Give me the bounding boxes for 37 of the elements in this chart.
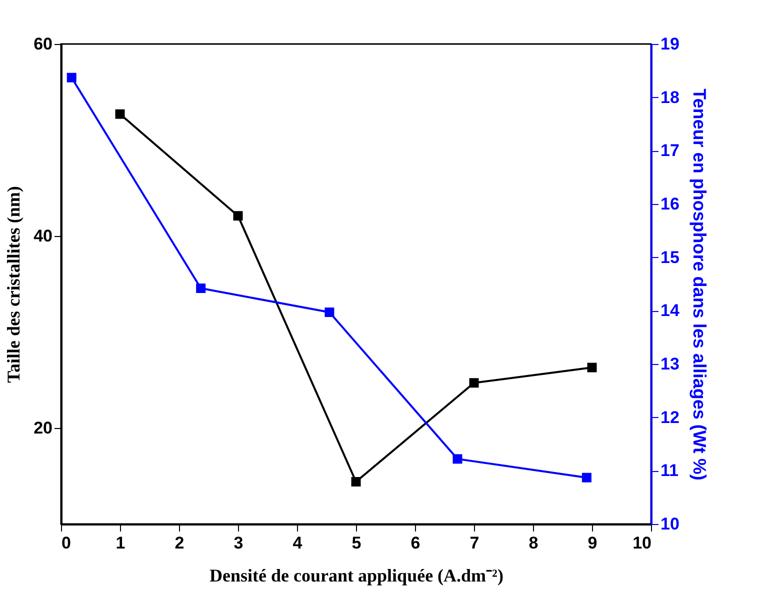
y2-tick-label: 17 [660,141,680,160]
x-tick-label: 9 [588,534,598,552]
point [452,454,462,464]
x-axis-title: Densité de courant appliquée (A.dm⁻²) [210,566,504,586]
y2-tick-label: 18 [660,88,680,107]
point [469,378,479,388]
x-tick-label: 7 [470,534,480,552]
point [66,72,76,82]
x-tick-label: 8 [528,534,538,552]
x-tick-label: 4 [292,534,303,552]
y-tick-label: 40 [34,226,52,246]
x-tick-label: 0 [62,534,71,552]
point [582,472,592,482]
y2-tick-label: 14 [660,301,680,320]
y2-axis-title: Teneur en phosphore dans les alliages (Wt %) [689,88,710,480]
y2-tick-label: 19 [660,34,680,54]
y2-tick-label: 13 [660,354,680,374]
y2-tick-label: 10 [660,514,680,534]
point [115,109,125,119]
y2-tick-label: 11 [660,461,678,480]
y2-tick-label: 12 [660,408,680,427]
y2-tick-label: 15 [660,248,680,267]
x-tick-label: 6 [410,534,420,552]
x-tick-label: 5 [352,534,362,552]
point [351,477,361,487]
x-tick-label: 10 [632,534,652,552]
y-tick-label: 60 [34,34,52,54]
y2-tick-label: 16 [660,194,680,214]
point [324,308,334,318]
point [233,211,243,221]
y-axis-title: Taille des cristallites (nm) [4,186,24,383]
point [196,284,206,294]
point [587,362,597,372]
x-tick-label: 2 [174,534,184,552]
x-tick-label: 3 [234,534,244,552]
x-tick-label: 1 [116,534,126,552]
y-tick-label: 20 [34,418,52,438]
